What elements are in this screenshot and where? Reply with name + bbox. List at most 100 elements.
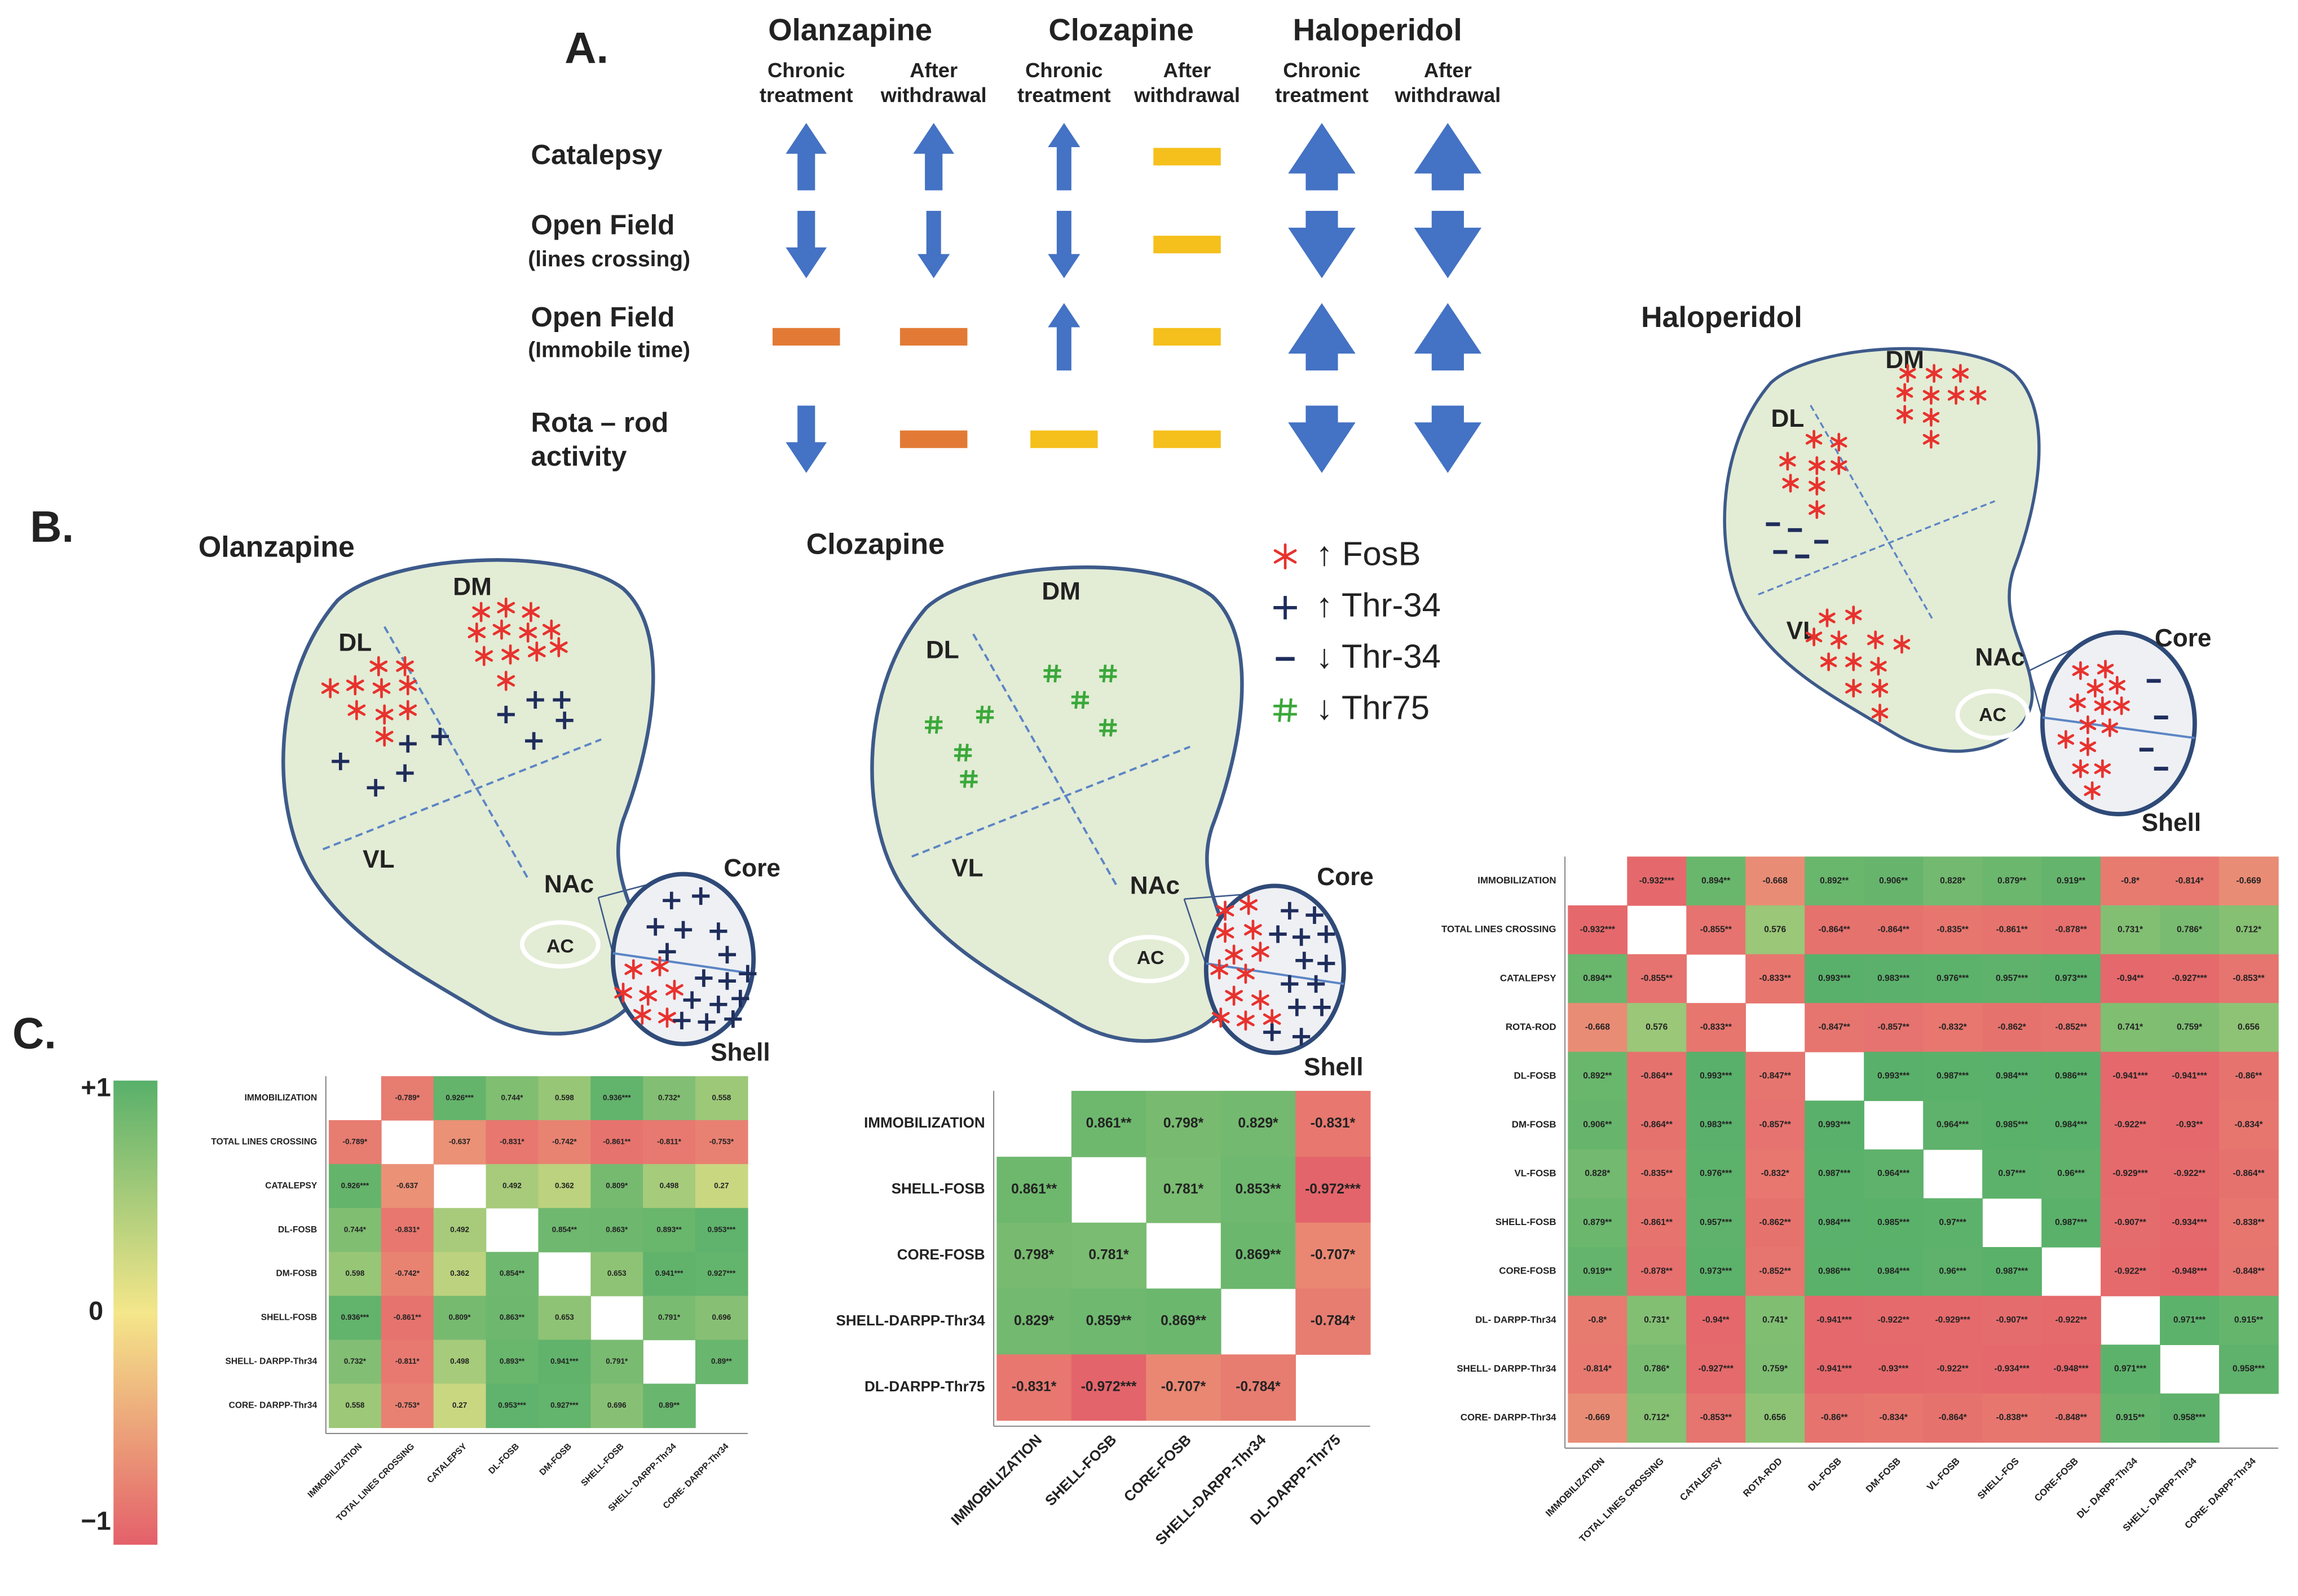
column-header: treatment xyxy=(1275,83,1369,107)
row-label: activity xyxy=(531,441,627,472)
heatmap-cell xyxy=(1745,1149,1805,1199)
col-label: CORE-FOSB xyxy=(1121,1431,1194,1505)
cell-label: 0.976*** xyxy=(1937,974,1969,983)
nac-connector xyxy=(1183,899,1208,970)
cell-label: -0.927*** xyxy=(2172,974,2207,983)
fosb-symbol xyxy=(1831,456,1847,475)
cell-label: -0.94** xyxy=(1702,1315,1730,1325)
heatmap-cell xyxy=(329,1252,382,1297)
fosb-stroke xyxy=(492,624,511,635)
fosb-symbol xyxy=(2079,715,2097,735)
cell-label: 0.869** xyxy=(1161,1314,1206,1329)
cell-label: 0.941*** xyxy=(655,1269,683,1277)
fosb-symbol xyxy=(522,602,540,622)
row-label: Catalepsy xyxy=(531,139,663,170)
cell-label: 0.558 xyxy=(712,1093,731,1102)
thr34-up-symbol xyxy=(674,921,693,939)
heatmap-cell xyxy=(590,1208,643,1253)
fosb-symbol xyxy=(1871,679,1889,698)
heatmap-cell xyxy=(1745,1246,1805,1297)
heatmap-cell xyxy=(1923,1003,1983,1053)
cell-label: 0.696 xyxy=(712,1313,731,1321)
fosb-symbol xyxy=(1896,383,1913,402)
cell-label: -0.861** xyxy=(603,1137,631,1146)
heatmap-cell xyxy=(1864,1198,1924,1248)
thr75-symbol xyxy=(976,705,994,724)
colorbar-label: +1 xyxy=(81,1073,111,1102)
arrow xyxy=(1414,303,1482,371)
fosb-stroke xyxy=(1969,390,1987,401)
column-header: Chronic xyxy=(1283,59,1360,82)
heatmap-cell xyxy=(590,1252,643,1297)
row-label: IMMOBILIZATION xyxy=(1477,875,1556,886)
row-label: CORE- DARPP-Thr34 xyxy=(229,1400,317,1410)
heatmap-cell xyxy=(329,1339,382,1385)
region-label: NAc xyxy=(544,870,594,898)
hash-stroke xyxy=(963,770,968,788)
heatmap-cell xyxy=(2041,1198,2101,1248)
neutral-bar xyxy=(1153,430,1221,448)
heatmap-cell xyxy=(2101,1393,2160,1443)
row-label: CORE-FOSB xyxy=(1499,1266,1556,1276)
cell-label: 0.96*** xyxy=(1939,1266,1966,1276)
fosb-stroke xyxy=(549,641,568,653)
hash-stroke xyxy=(957,744,962,762)
column-header: After xyxy=(1424,59,1472,82)
heatmap-cell xyxy=(1864,1051,1924,1102)
heatmap-cell xyxy=(486,1296,539,1341)
heatmap-cell xyxy=(538,1164,592,1209)
cell-label: -0.753* xyxy=(395,1401,420,1409)
heatmap-cell xyxy=(1686,856,1746,906)
hash-stroke xyxy=(1102,664,1107,683)
heatmap-cell xyxy=(1982,1003,2042,1053)
neutral-bar xyxy=(1153,236,1221,254)
thr34-up-symbol xyxy=(1317,954,1335,972)
fosb-stroke xyxy=(665,984,683,996)
cell-label: 0.732* xyxy=(344,1357,367,1365)
heatmap-cell xyxy=(433,1383,487,1429)
thr75-symbol xyxy=(1043,664,1061,683)
heatmap-cell xyxy=(538,1076,592,1121)
cell-label: 0.926*** xyxy=(446,1093,474,1102)
fosb-symbol xyxy=(1870,657,1887,676)
cell-label: -0.668 xyxy=(1585,1023,1611,1032)
cell-label: -0.853** xyxy=(2233,974,2265,983)
cell-label: 0.906** xyxy=(1583,1120,1612,1130)
fosb-stroke xyxy=(1899,368,1916,379)
col-label: SHELL-FOSB xyxy=(579,1442,625,1488)
heatmap-cell xyxy=(1220,1222,1296,1289)
cell-label: -0.789* xyxy=(343,1137,368,1146)
heatmap-cell xyxy=(1146,1354,1221,1421)
heatmap-cell xyxy=(1686,1051,1746,1102)
heatmap-cell xyxy=(1982,1296,2042,1345)
region-label: AC xyxy=(1979,704,2006,726)
heatmap-cell xyxy=(1745,1296,1805,1345)
heatmap-cell xyxy=(433,1296,487,1341)
neutral-bar xyxy=(899,328,968,346)
region-label: DM xyxy=(1042,578,1080,605)
heatmap-cell xyxy=(695,1120,748,1165)
cell-label: 0.879** xyxy=(1997,876,2027,886)
fosb-stroke xyxy=(2057,734,2075,745)
heatmap-cell xyxy=(381,1339,434,1385)
cell-label: -0.934*** xyxy=(2172,1218,2207,1227)
drug-name: Olanzapine xyxy=(768,13,932,47)
fosb-stroke xyxy=(624,963,643,975)
heatmap-cell xyxy=(1627,1003,1687,1053)
fosb-stroke xyxy=(321,682,339,694)
cell-label: -0.835** xyxy=(1937,925,1969,934)
fosb-symbol xyxy=(369,656,388,677)
cell-label: 0.854** xyxy=(552,1225,577,1234)
heatmap-cell xyxy=(2041,1149,2101,1199)
heatmap-cell xyxy=(1805,1149,1864,1199)
core-shell-divider xyxy=(1206,962,1344,985)
cell-label: -0.833** xyxy=(1700,1023,1732,1032)
thr34-up-symbol xyxy=(1263,1023,1281,1041)
fosb-stroke xyxy=(1240,899,1258,911)
heatmap-cell xyxy=(996,1222,1072,1289)
cell-label: -0.948*** xyxy=(2172,1266,2207,1276)
heatmap-cell xyxy=(1982,856,2042,906)
heatmap-cell xyxy=(1627,1345,1687,1394)
heatmap-cell xyxy=(2160,905,2220,955)
fosb-stroke xyxy=(1273,549,1297,564)
